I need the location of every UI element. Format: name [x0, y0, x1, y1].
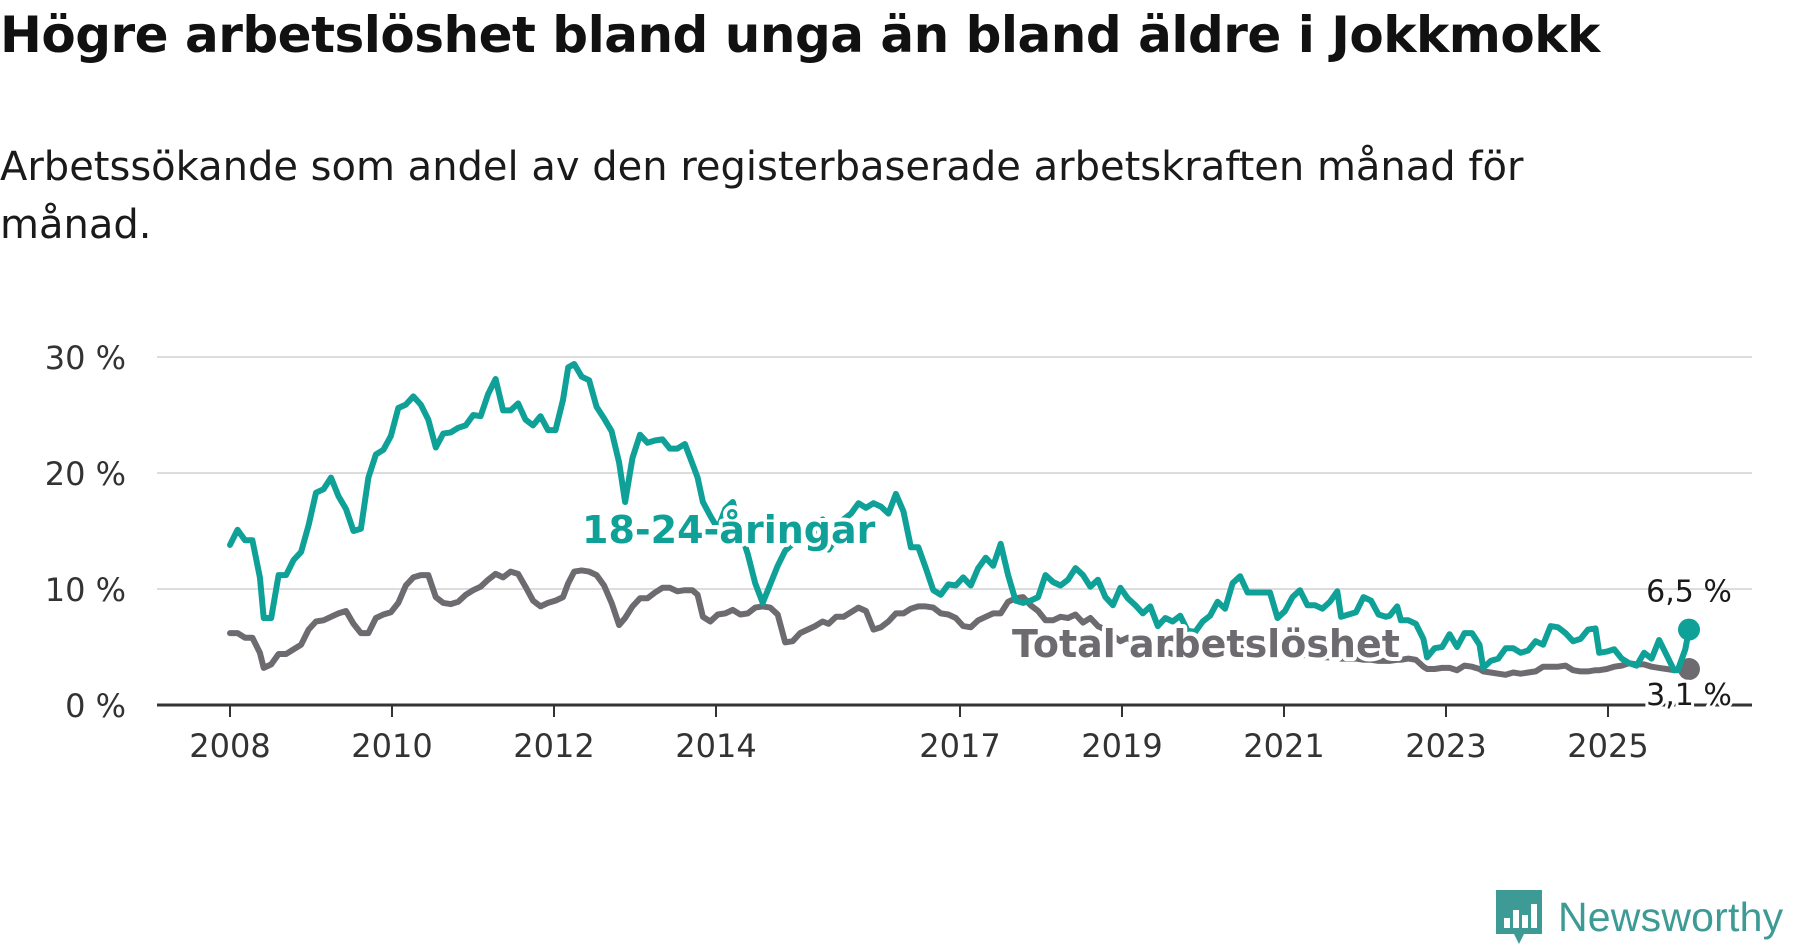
- x-tick-label: 2008: [189, 727, 270, 765]
- youth-series-line: [227, 361, 1692, 674]
- bar-chart-logo-icon: [1496, 890, 1542, 944]
- x-axis-ticks: 2008 2010 2012 2014 2017 2019 2021 2023 2025: [189, 705, 1649, 765]
- x-tick-label: 2010: [351, 727, 432, 765]
- chart-subtitle: Arbetssökande som andel av den registerb…: [0, 144, 1524, 248]
- total-end-value-label: 3,1 %: [1646, 678, 1732, 713]
- total-series-end-marker: [1678, 658, 1700, 681]
- y-tick-label: 30 %: [45, 339, 126, 377]
- x-tick-label: 2012: [513, 727, 594, 765]
- total-series-line: [227, 567, 1692, 678]
- youth-end-value-label: 6,5 %: [1646, 575, 1732, 610]
- youth-series-end-marker: [1678, 618, 1700, 641]
- y-tick-label: 20 %: [45, 455, 126, 493]
- x-tick-label: 2017: [919, 727, 1000, 765]
- y-tick-label: 0 %: [65, 687, 126, 725]
- youth-series-label: 18-24-åringar: [582, 508, 876, 552]
- series-labels: 6,5 % 3,1 % 18-24-åringar Total arbetslöshe…: [578, 504, 1735, 716]
- x-tick-label: 2025: [1567, 727, 1648, 765]
- total-series-label: Total arbetslöshet: [1012, 622, 1400, 666]
- chart-title: Högre arbetslöshet bland unga än bland ä…: [0, 6, 1600, 64]
- y-axis-ticks: 0 % 10 % 20 % 30 %: [45, 339, 126, 725]
- brand-name: Newsworthy: [1558, 893, 1784, 940]
- x-tick-label: 2019: [1081, 727, 1162, 765]
- grid-lines: [157, 356, 1752, 707]
- x-tick-label: 2023: [1405, 727, 1486, 765]
- y-tick-label: 10 %: [45, 571, 126, 609]
- newsworthy-logo: Newsworthy: [1494, 888, 1783, 946]
- x-tick-label: 2014: [675, 727, 756, 765]
- x-tick-label: 2021: [1243, 727, 1324, 765]
- series-lines: [227, 361, 1700, 681]
